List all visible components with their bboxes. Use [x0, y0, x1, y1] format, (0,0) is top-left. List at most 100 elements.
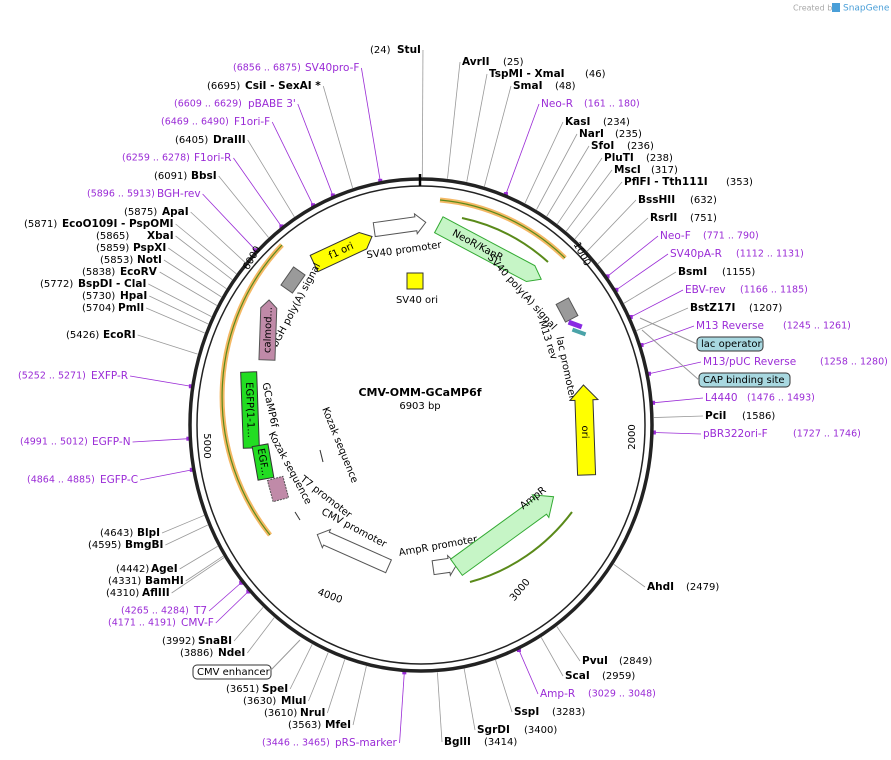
feature: [568, 384, 600, 476]
site-name: PflFI - Tth111I: [624, 176, 708, 188]
site-name: BspDI - ClaI: [78, 278, 146, 290]
site-name: TspMI - XmaI: [489, 68, 565, 80]
ruler-label: 2000: [627, 424, 638, 449]
site-name: SmaI: [513, 80, 543, 92]
leader: [648, 361, 702, 375]
primer-range: (1727 .. 1746): [793, 429, 861, 440]
leader: [247, 617, 275, 654]
primer-name: EXFP-R: [91, 370, 128, 382]
primer-name: BGH-rev: [157, 188, 201, 200]
leader: [215, 591, 249, 624]
site-name: BamHI: [145, 575, 184, 587]
orf-arc-line: [439, 199, 566, 259]
leaders: [129, 49, 704, 744]
site-name: NruI: [300, 707, 325, 719]
feature: [258, 299, 278, 361]
leader: [165, 524, 208, 546]
leader: [233, 607, 264, 642]
leader: [185, 555, 224, 582]
leader: [565, 169, 613, 232]
leader: [270, 639, 301, 671]
primer-range: (1166 .. 1185): [740, 285, 808, 296]
site-position: (48): [555, 81, 576, 92]
feature-label: EGF...: [255, 447, 271, 476]
site-name: ApaI: [162, 206, 189, 218]
leader: [399, 672, 405, 744]
leader: [484, 85, 512, 187]
leader: [233, 157, 282, 227]
site-name: BbsI: [191, 170, 217, 182]
site-position: (3630): [243, 696, 276, 707]
ruler-label: 3000: [508, 577, 533, 604]
logo: [832, 3, 840, 12]
primer-tick: [402, 670, 407, 675]
site-position: (4643): [100, 528, 133, 539]
site-name: AvrII: [462, 56, 490, 68]
primer-range: (1258 .. 1280): [820, 357, 888, 368]
site-position: (353): [726, 177, 753, 188]
site-name: SgrDI: [477, 724, 510, 736]
leader: [463, 668, 476, 731]
site-name: BstZ17I: [690, 302, 735, 314]
brand: SnapGene: [843, 4, 890, 14]
leader: [616, 253, 669, 291]
leader: [597, 217, 649, 264]
leader: [322, 85, 354, 189]
site-position: (3283): [552, 707, 585, 718]
boxed-label: CMV enhancer: [197, 667, 271, 678]
leader: [202, 193, 256, 251]
created-by: Created by: [793, 4, 837, 13]
leader: [175, 235, 233, 280]
site-position: (4442): [116, 564, 149, 575]
site-position: (3992): [162, 636, 195, 647]
site-name: AhdI: [647, 581, 674, 593]
primer-tick: [605, 274, 610, 279]
primer-tick: [279, 224, 284, 229]
feature: [266, 475, 290, 503]
primer-tick: [503, 192, 508, 197]
site-name: NotI: [137, 254, 162, 266]
site-position: (3414): [484, 737, 517, 748]
primer-name: M13 Reverse: [696, 320, 764, 332]
site-position: (5426): [66, 330, 99, 341]
site-name: PciI: [705, 410, 726, 422]
site-position: (1586): [742, 411, 775, 422]
leader: [447, 61, 461, 179]
site-position: (3886): [180, 648, 213, 659]
leader: [495, 659, 513, 713]
site-name: NdeI: [218, 647, 245, 659]
leader: [208, 582, 242, 612]
feature: [449, 494, 555, 577]
site-name: AgeI: [151, 563, 178, 575]
site-name: StuI: [397, 44, 421, 56]
map-title: CMV-OMM-GCaMP6f: [358, 386, 481, 399]
leader: [466, 73, 488, 182]
leader: [247, 139, 295, 218]
feature: [567, 319, 583, 330]
leader: [421, 49, 424, 178]
leader: [557, 157, 603, 225]
leader: [129, 375, 191, 387]
primer-name: pBR322ori-F: [703, 428, 768, 440]
site-position: (3651): [226, 684, 259, 695]
site-position: (2479): [686, 582, 719, 593]
primer-range: (4991 .. 5012): [20, 437, 88, 448]
feature: [555, 297, 579, 323]
primer-name: EBV-rev: [685, 284, 726, 296]
primer-range: (6609 .. 6629): [174, 99, 242, 110]
site-position: (2959): [602, 671, 635, 682]
site-name: SfoI: [591, 140, 614, 152]
leader: [145, 307, 205, 334]
primer-tick: [189, 467, 194, 472]
site-position: (3610): [264, 708, 297, 719]
site-position: (6405): [175, 135, 208, 146]
site-position: (6695): [207, 81, 240, 92]
leader: [352, 665, 367, 726]
feature-label: Kozak sequence: [319, 406, 359, 485]
leader: [536, 133, 578, 210]
site-name: BglII: [444, 736, 471, 748]
site-position: (1207): [749, 303, 782, 314]
primer-name: SV40pro-F: [305, 62, 359, 74]
primer-range: (1245 .. 1261): [783, 321, 851, 332]
leader: [163, 259, 222, 298]
